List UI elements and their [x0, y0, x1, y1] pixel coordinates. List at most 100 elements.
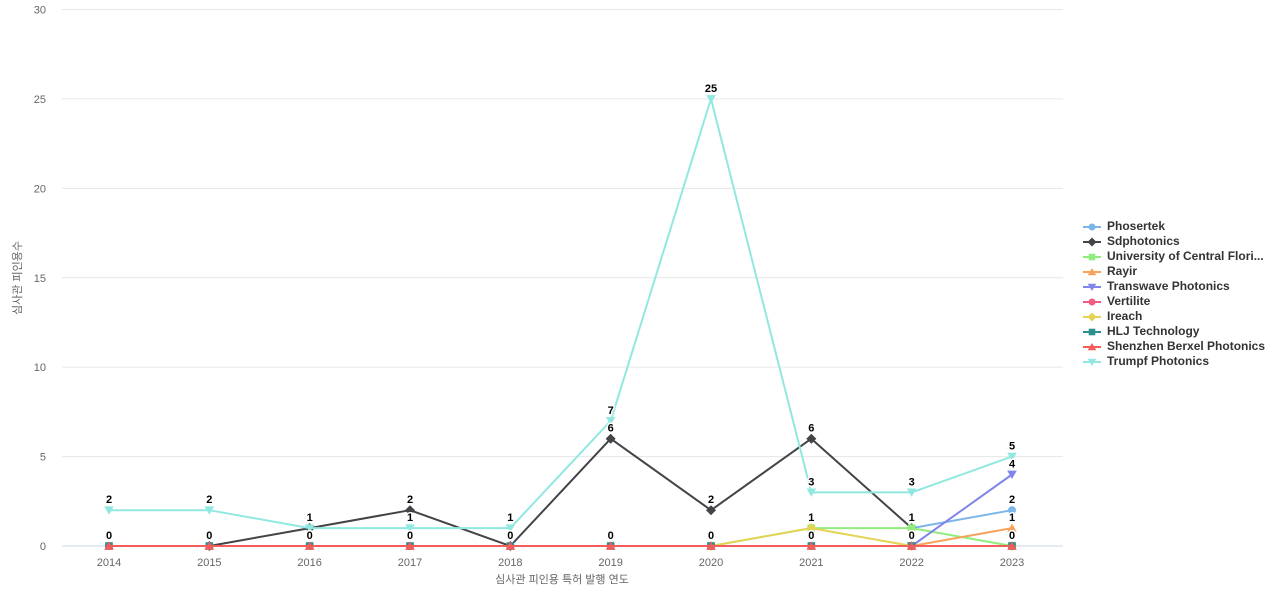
data-label: 0: [507, 530, 513, 542]
series-trumpf-photonics[interactable]: [104, 95, 1017, 533]
data-label: 0: [106, 530, 112, 542]
legend-item-hlj-technology[interactable]: HLJ Technology: [1082, 324, 1265, 339]
data-label: 2: [1009, 494, 1015, 506]
legend-item-phosertek[interactable]: Phosertek: [1082, 219, 1265, 234]
data-label: 0: [206, 530, 212, 542]
x-tick-label: 2018: [498, 557, 522, 569]
legend-label: Shenzhen Berxel Photonics: [1107, 339, 1266, 353]
diamond-marker-icon: [1087, 237, 1097, 246]
data-label: 0: [1009, 530, 1015, 542]
legend-triangle-icon: [1083, 342, 1101, 350]
diamond-marker-icon: [1087, 312, 1097, 321]
series-shenzhen-berxel-photonics[interactable]: [104, 541, 1017, 550]
legend-item-vertilite[interactable]: Vertilite: [1082, 294, 1265, 309]
data-label: 2: [106, 494, 112, 506]
data-label: 0: [808, 530, 814, 542]
data-label: 1: [307, 512, 313, 524]
triangle-down-marker-icon: [605, 417, 616, 426]
legend-item-transwave-photonics[interactable]: Transwave Photonics: [1082, 279, 1265, 294]
data-label: 2: [206, 494, 212, 506]
legend-label: HLJ Technology: [1107, 324, 1200, 338]
triangle-down-marker-icon: [806, 488, 817, 497]
y-tick-label: 30: [34, 5, 46, 17]
data-label: 0: [1009, 530, 1015, 542]
data-label: 0: [808, 530, 814, 542]
legend-item-trumpf-photonics[interactable]: Trumpf Photonics: [1082, 354, 1265, 369]
data-label: 0: [608, 530, 614, 542]
data-label: 1: [808, 512, 814, 524]
diamond-marker-icon: [405, 505, 415, 516]
triangle-down-marker-icon: [1087, 358, 1097, 366]
data-label: 0: [106, 530, 112, 542]
data-label: 0: [808, 530, 814, 542]
x-tick-label: 2023: [1000, 557, 1024, 569]
legend-label: Transwave Photonics: [1107, 279, 1230, 293]
data-label: 0: [507, 530, 513, 542]
triangle-down-marker-icon: [1087, 283, 1097, 291]
data-label: 7: [608, 405, 614, 417]
triangle-marker-icon: [806, 541, 817, 550]
data-label: 1: [909, 512, 915, 524]
series-line: [208, 437, 913, 547]
y-tick-label: 20: [34, 183, 46, 195]
data-label: 0: [1009, 530, 1015, 542]
triangle-marker-icon: [304, 541, 315, 550]
x-tick-label: 2020: [699, 557, 723, 569]
data-label: 0: [708, 530, 714, 542]
legend-triangle-icon: [1083, 267, 1101, 275]
data-label: 6: [608, 423, 614, 435]
legend-item-shenzhen-berxel-photonics[interactable]: Shenzhen Berxel Photonics: [1082, 339, 1265, 354]
data-label: 0: [909, 530, 915, 542]
legend-label: Phosertek: [1107, 219, 1166, 233]
triangle-down-marker-icon: [304, 524, 315, 533]
data-label: 0: [307, 530, 313, 542]
data-label: 0: [909, 530, 915, 542]
legend-item-ireach[interactable]: Ireach: [1082, 309, 1265, 324]
legend-label: Trumpf Photonics: [1107, 354, 1209, 368]
data-label: 0: [507, 530, 513, 542]
x-tick-label: 2016: [297, 557, 321, 569]
legend-circle-icon: [1083, 298, 1101, 305]
data-label: 5: [1009, 441, 1015, 453]
triangle-marker-icon: [706, 541, 716, 550]
legend-diamond-icon: [1083, 237, 1101, 246]
triangle-marker-icon: [1007, 523, 1017, 532]
data-label: 6: [808, 423, 814, 435]
data-label: 0: [407, 530, 413, 542]
legend-label: Ireach: [1107, 309, 1143, 323]
triangle-down-marker-icon: [505, 524, 516, 533]
data-label: 0: [1009, 530, 1015, 542]
data-label: 3: [909, 476, 915, 488]
data-label: 1: [407, 512, 413, 524]
x-tick-label: 2017: [398, 557, 422, 569]
data-label: 0: [909, 530, 915, 542]
y-tick-label: 15: [34, 273, 46, 285]
square-marker-icon: [1088, 328, 1096, 335]
triangle-marker-icon: [1087, 267, 1097, 275]
data-label: 0: [708, 530, 714, 542]
data-label: 1: [1009, 512, 1015, 524]
data-label: 0: [608, 530, 614, 542]
legend-item-rayir[interactable]: Rayir: [1082, 264, 1265, 279]
data-label: 0: [206, 530, 212, 542]
data-label: 1: [307, 512, 313, 524]
triangle-down-marker-icon: [1007, 452, 1017, 462]
data-label: 1: [507, 512, 513, 524]
y-tick-label: 25: [34, 94, 46, 106]
grid-layer: [62, 9, 1063, 547]
data-label: 25: [705, 83, 717, 95]
legend-label: Sdphotonics: [1107, 234, 1180, 248]
data-label: 0: [708, 530, 714, 542]
legend-item-sdphotonics[interactable]: Sdphotonics: [1082, 234, 1265, 249]
series-line: [910, 473, 1013, 547]
data-label: 1: [909, 512, 915, 524]
legend-label: Vertilite: [1107, 294, 1151, 308]
data-label: 0: [1009, 530, 1015, 542]
diamond-marker-icon: [806, 523, 817, 534]
legend-item-university-of-central-flori[interactable]: University of Central Flori...: [1082, 249, 1265, 264]
series-transwave-photonics[interactable]: [906, 470, 1017, 551]
